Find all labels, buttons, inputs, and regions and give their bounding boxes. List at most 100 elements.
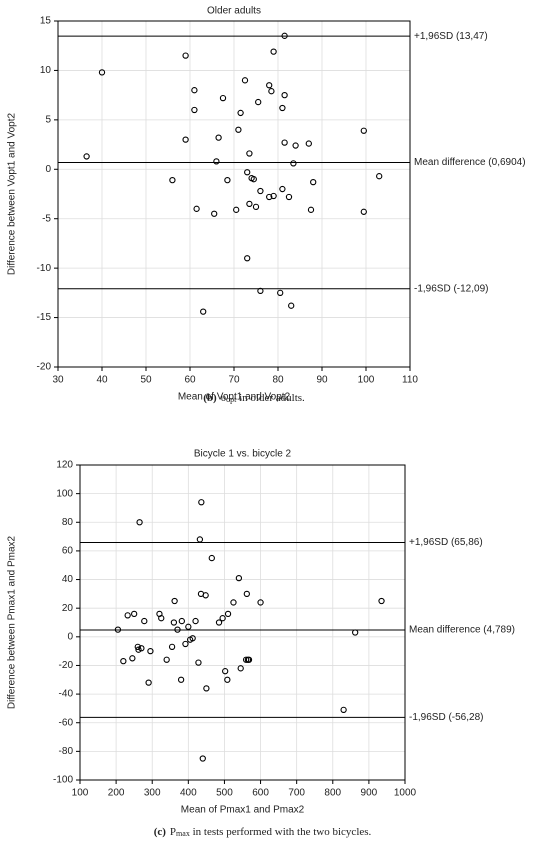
point <box>376 173 383 180</box>
point <box>124 612 131 619</box>
reference-label: -1,96SD (-56,28) <box>409 712 483 723</box>
point <box>257 187 264 195</box>
point <box>224 177 231 184</box>
point <box>290 160 297 167</box>
point <box>279 104 286 112</box>
x-tick-label: 300 <box>144 788 161 799</box>
y-tick-label: -100 <box>53 775 73 786</box>
point <box>213 158 220 165</box>
plot-frame <box>79 464 406 781</box>
point <box>244 255 251 262</box>
point <box>202 592 209 599</box>
x-tick-label: 70 <box>228 375 240 386</box>
point <box>230 599 237 606</box>
y-tick-label: 0 <box>45 164 51 175</box>
reference-label: +1,96SD (13,47) <box>414 31 488 42</box>
point <box>182 640 189 648</box>
point <box>270 192 277 200</box>
y-tick-label: 5 <box>45 114 51 125</box>
point <box>138 645 145 652</box>
caption-label: (b) <box>203 392 217 404</box>
y-tick-label: -60 <box>59 717 74 728</box>
y-axis-label: Difference between Pmax1 and Pmax2 <box>7 535 18 709</box>
y-tick-label: 40 <box>62 574 74 585</box>
point <box>98 69 106 76</box>
point <box>310 178 317 186</box>
point <box>193 205 200 212</box>
point <box>196 536 204 543</box>
point <box>192 617 199 625</box>
y-tick-label: -80 <box>59 746 74 757</box>
point <box>268 88 275 95</box>
point <box>281 32 288 39</box>
point <box>168 643 176 650</box>
point <box>129 655 136 662</box>
point <box>270 48 277 55</box>
point <box>305 140 312 147</box>
point <box>147 647 154 655</box>
chart-title: Bicycle 1 vs. bicycle 2 <box>194 449 292 460</box>
x-tick-label: 900 <box>361 788 378 799</box>
point <box>246 200 253 208</box>
point <box>203 685 210 692</box>
point <box>83 153 90 160</box>
y-tick-label: -5 <box>42 213 51 224</box>
point <box>222 668 229 675</box>
point <box>246 150 253 157</box>
point <box>134 643 141 650</box>
point <box>141 617 148 625</box>
point <box>281 91 288 99</box>
point <box>255 98 262 106</box>
point <box>185 623 192 630</box>
x-tick-label: 80 <box>272 375 284 386</box>
point <box>191 106 198 114</box>
point <box>145 679 152 686</box>
point <box>191 87 198 94</box>
point <box>158 615 165 622</box>
caption-text: in tests performed with the two bicycles… <box>190 826 372 838</box>
caption-text: P <box>170 826 176 838</box>
caption: (b) υopt in older adults. <box>203 392 305 404</box>
point <box>285 193 293 201</box>
point <box>195 659 202 666</box>
point <box>224 610 232 618</box>
point <box>352 629 359 636</box>
point <box>241 77 249 84</box>
point <box>257 599 264 606</box>
point <box>198 499 205 506</box>
y-tick-label: 60 <box>62 546 74 557</box>
point <box>237 109 244 117</box>
caption-label: (c) <box>154 826 167 838</box>
x-tick-label: 40 <box>96 375 108 386</box>
point <box>199 755 206 762</box>
point <box>224 676 231 683</box>
y-tick-label: -40 <box>59 689 74 700</box>
x-tick-label: 500 <box>216 788 233 799</box>
x-tick-label: 1000 <box>394 788 417 799</box>
caption-text: in older adults. <box>236 392 305 404</box>
point <box>257 287 264 295</box>
point <box>136 519 143 526</box>
point <box>378 597 385 605</box>
caption-text: υ <box>221 392 227 404</box>
x-tick-label: 90 <box>316 375 328 386</box>
y-tick-label: -10 <box>37 263 52 274</box>
y-tick-label: 0 <box>67 631 73 642</box>
x-tick-label: 50 <box>140 375 152 386</box>
point <box>266 82 273 89</box>
y-tick-label: 15 <box>40 16 52 27</box>
caption-text: opt <box>226 395 237 404</box>
point <box>360 127 367 134</box>
point <box>266 193 273 201</box>
point <box>360 208 367 215</box>
x-tick-label: 30 <box>52 375 64 386</box>
point <box>174 626 181 633</box>
point <box>233 206 240 213</box>
caption-text: max <box>176 829 190 838</box>
point <box>215 134 222 141</box>
point <box>279 185 286 193</box>
point <box>120 658 127 665</box>
point <box>211 210 218 217</box>
y-tick-label: -20 <box>37 362 52 373</box>
point <box>200 308 207 315</box>
